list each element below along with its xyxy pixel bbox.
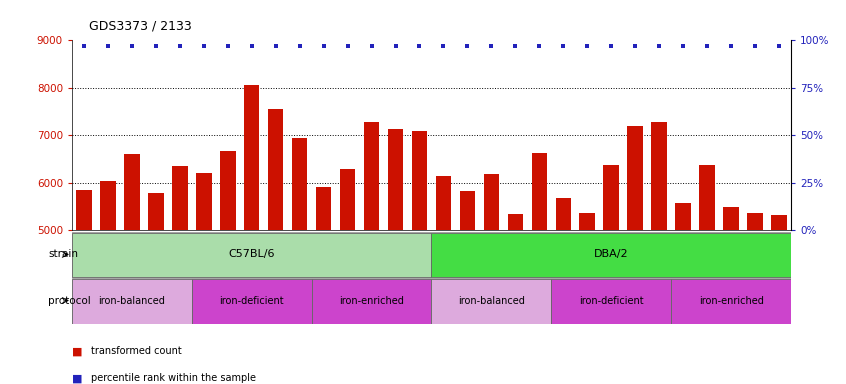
Bar <box>124 154 140 230</box>
Bar <box>556 198 571 230</box>
Bar <box>700 165 715 230</box>
Bar <box>772 215 787 230</box>
Text: iron-enriched: iron-enriched <box>339 296 404 306</box>
Bar <box>723 207 739 230</box>
Bar <box>100 180 116 230</box>
Text: DBA/2: DBA/2 <box>594 250 629 260</box>
Bar <box>196 173 212 230</box>
Bar <box>387 129 404 230</box>
Text: iron-enriched: iron-enriched <box>699 296 764 306</box>
Bar <box>340 169 355 230</box>
Bar <box>580 213 595 230</box>
Bar <box>675 203 691 230</box>
Bar <box>311 279 431 324</box>
Bar <box>552 279 671 324</box>
Text: percentile rank within the sample: percentile rank within the sample <box>91 373 255 383</box>
Text: iron-balanced: iron-balanced <box>98 296 165 306</box>
Bar <box>484 174 499 230</box>
Bar <box>459 192 475 230</box>
Bar <box>671 279 791 324</box>
Bar <box>531 154 547 230</box>
Bar <box>364 122 379 230</box>
Bar <box>747 213 763 230</box>
Bar <box>316 187 332 230</box>
Text: ■: ■ <box>72 373 82 383</box>
Bar <box>172 166 188 230</box>
Bar <box>651 122 667 230</box>
Bar <box>148 193 163 230</box>
Bar <box>76 190 91 230</box>
Bar <box>431 233 791 278</box>
Bar <box>628 126 643 230</box>
Bar <box>72 233 431 278</box>
Text: iron-deficient: iron-deficient <box>219 296 284 306</box>
Text: ■: ■ <box>72 346 82 356</box>
Bar <box>244 86 260 230</box>
Bar <box>192 279 311 324</box>
Text: iron-balanced: iron-balanced <box>458 296 525 306</box>
Text: protocol: protocol <box>48 296 91 306</box>
Bar <box>292 138 307 230</box>
Text: GDS3373 / 2133: GDS3373 / 2133 <box>89 20 191 33</box>
Text: iron-deficient: iron-deficient <box>579 296 644 306</box>
Text: C57BL/6: C57BL/6 <box>228 250 275 260</box>
Bar <box>268 109 283 230</box>
Text: transformed count: transformed count <box>91 346 181 356</box>
Bar <box>431 279 552 324</box>
Bar <box>412 131 427 230</box>
Bar <box>508 214 523 230</box>
Bar <box>220 151 235 230</box>
Bar <box>72 279 192 324</box>
Bar <box>603 165 619 230</box>
Bar <box>436 176 451 230</box>
Text: strain: strain <box>48 250 78 260</box>
